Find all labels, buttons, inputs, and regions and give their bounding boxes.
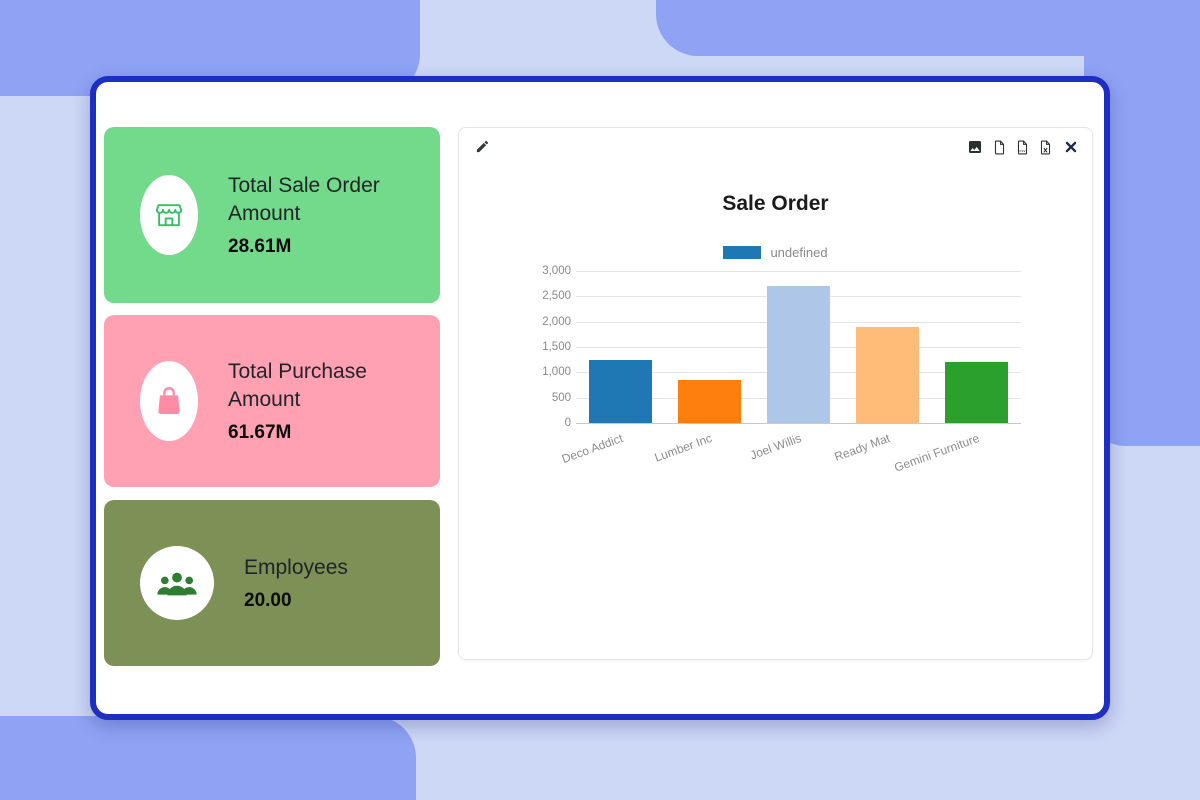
export-xlsx-button[interactable] — [1039, 140, 1052, 155]
shopping-bag-icon — [158, 387, 180, 415]
legend-swatch — [723, 246, 762, 259]
svg-text:csv: csv — [1019, 148, 1026, 152]
close-x-icon — [1065, 141, 1077, 153]
bar-deco-addict[interactable] — [589, 359, 652, 423]
export-csv-icon: csv — [1017, 140, 1028, 154]
export-xlsx-icon — [1040, 140, 1051, 154]
kpi-title: Total Purchase Amount — [228, 360, 367, 411]
kpi-icon-circle — [140, 175, 198, 255]
bar-gemini-furniture[interactable] — [945, 362, 1008, 423]
kpi-text-block: Total Sale Order Amount 28.61M — [228, 172, 423, 258]
kpi-value: 61.67M — [228, 421, 292, 443]
pencil-icon — [476, 140, 489, 153]
bar-joel-willis[interactable] — [767, 286, 830, 423]
kpi-value: 28.61M — [228, 235, 292, 257]
bar-slot — [576, 271, 665, 423]
employees-group-icon — [157, 572, 197, 596]
bar-lumber-inc[interactable] — [678, 379, 741, 423]
gridline — [576, 271, 1021, 272]
y-axis-tick-label: 500 — [551, 391, 571, 404]
chart-toolbar: csv — [967, 139, 1078, 155]
kpi-title: Employees — [244, 555, 348, 579]
y-axis: 3,000 2,500 2,000 1,500 1,000 500 0 — [499, 265, 571, 429]
y-axis-tick-label: 1,000 — [542, 366, 571, 379]
kpi-card-employees[interactable]: Employees 20.00 — [104, 500, 440, 666]
plot-area — [576, 271, 1021, 424]
chart-panel: csv Sale Order undefined 3,000 2,500 2, — [458, 127, 1093, 660]
x-axis: Deco Addict Lumber Inc Joel Willis Ready Ma… — [560, 427, 1021, 475]
edit-chart-button[interactable] — [475, 139, 490, 154]
export-image-button[interactable] — [967, 139, 983, 155]
y-axis-tick-label: 2,500 — [542, 290, 571, 303]
x-axis-label: Deco Addict — [560, 431, 626, 467]
bar-slot — [843, 271, 932, 423]
y-axis-tick-label: 1,500 — [542, 341, 571, 353]
export-pdf-icon — [994, 140, 1005, 154]
x-axis-label: Lumber Inc — [653, 431, 715, 465]
y-axis-tick-label: 0 — [564, 417, 571, 429]
kpi-card-total-sale-order[interactable]: Total Sale Order Amount 28.61M — [104, 127, 440, 303]
kpi-card-total-purchase[interactable]: Total Purchase Amount 61.67M — [104, 315, 440, 487]
kpi-text-block: Employees 20.00 — [244, 554, 439, 612]
close-chart-button[interactable] — [1064, 140, 1078, 154]
background-shape-bottom-left — [0, 716, 416, 800]
bar-slot — [665, 271, 754, 423]
kpi-icon-circle — [140, 361, 198, 441]
export-pdf-button[interactable] — [993, 140, 1006, 155]
bars-layer — [576, 271, 1021, 423]
kpi-title: Total Sale Order Amount — [228, 174, 380, 225]
bar-ready-mat[interactable] — [856, 326, 919, 423]
chart-title: Sale Order — [722, 192, 829, 215]
kpi-icon-circle — [140, 546, 214, 620]
y-axis-tick-label: 2,000 — [542, 315, 571, 328]
x-axis-label: Joel Willis — [748, 431, 804, 463]
x-axis-label: Gemini Furniture — [892, 431, 982, 475]
kpi-text-block: Total Purchase Amount 61.67M — [228, 358, 423, 444]
y-axis-tick-label: 3,000 — [542, 265, 571, 277]
bar-slot — [932, 271, 1021, 423]
chart-legend: undefined — [459, 245, 1092, 260]
store-icon — [155, 204, 183, 227]
dashboard-window: Total Sale Order Amount 28.61M Total Pur… — [90, 76, 1110, 720]
export-image-icon — [969, 141, 981, 153]
bar-slot — [754, 271, 843, 423]
export-csv-button[interactable]: csv — [1016, 140, 1029, 155]
kpi-value: 20.00 — [244, 590, 292, 612]
x-axis-label: Ready Mat — [832, 431, 893, 465]
legend-label: undefined — [770, 245, 828, 260]
